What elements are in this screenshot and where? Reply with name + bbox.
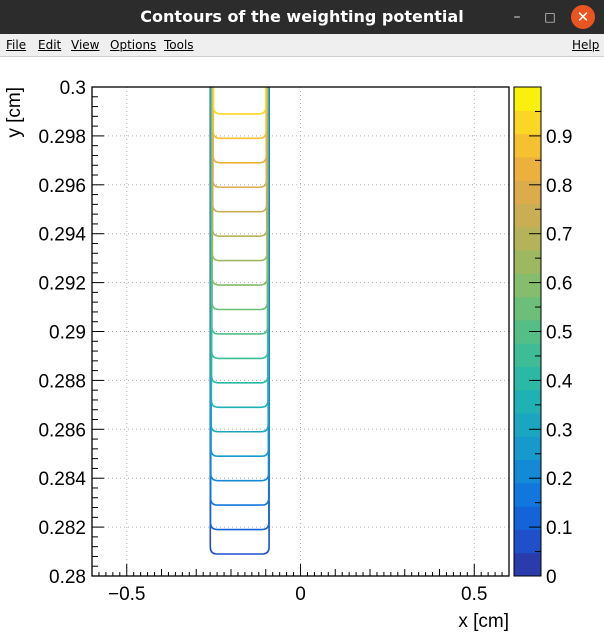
colorbar-tick-label: 0.4 xyxy=(546,371,573,392)
colorbar-band xyxy=(514,273,541,298)
colorbar-band xyxy=(514,250,541,274)
contour-line xyxy=(210,87,269,433)
y-axis-title: y [cm] xyxy=(4,87,25,138)
x-axis-title: x [cm] xyxy=(458,611,509,632)
colorbar-tick-label: 0.2 xyxy=(546,469,572,490)
contour-line xyxy=(211,87,269,335)
y-tick-label: 0.3 xyxy=(60,78,86,99)
contour-line xyxy=(210,87,269,409)
contour-line xyxy=(209,87,270,555)
contours xyxy=(209,87,270,555)
y-tick-label: 0.286 xyxy=(38,420,86,441)
colorbar-band xyxy=(514,226,541,251)
colorbar-tick-label: 0.6 xyxy=(546,274,572,295)
plot-canvas[interactable]: −0.5 0 0.5 0.280.2820.2840.2860.2880.290.2… xyxy=(0,57,604,635)
colorbar-band xyxy=(514,389,541,414)
contour-line xyxy=(210,87,269,360)
colorbar-tick-label: 0.8 xyxy=(546,176,572,197)
colorbar-band xyxy=(514,366,541,391)
contour-line xyxy=(209,87,270,531)
x-tick-label: −0.5 xyxy=(108,584,146,605)
window-title: Contours of the weighting potential xyxy=(140,7,464,26)
title-bar: Contours of the weighting potential – □ … xyxy=(0,0,604,34)
colorbar-tick-label: 0.7 xyxy=(546,225,572,246)
colorbar-band xyxy=(514,156,541,181)
minimize-button[interactable]: – xyxy=(513,9,521,25)
x-tick-label: 0 xyxy=(295,584,306,605)
menu-bar: File Edit View Options Tools Help xyxy=(0,34,604,57)
contour-line xyxy=(212,87,267,115)
colorbar-tick-label: 0 xyxy=(546,567,557,588)
colorbar-tick-label: 0.3 xyxy=(546,420,572,441)
y-tick-label: 0.298 xyxy=(38,127,86,148)
maximize-button[interactable]: □ xyxy=(544,10,556,24)
menu-file[interactable]: File xyxy=(6,38,27,52)
contour-line xyxy=(210,87,270,482)
colorbar-band xyxy=(514,319,541,344)
close-button[interactable]: ✕ xyxy=(571,5,595,29)
colorbar-band xyxy=(514,87,541,111)
y-tick-label: 0.29 xyxy=(49,323,86,344)
y-tick-label: 0.288 xyxy=(38,371,86,392)
contour-line xyxy=(211,87,268,237)
contour-line xyxy=(211,87,268,262)
colorbar-band xyxy=(514,203,541,228)
colorbar-band xyxy=(514,436,541,461)
contour-line xyxy=(210,87,270,457)
colorbar-band xyxy=(514,133,541,158)
contour-line xyxy=(210,87,269,384)
contour-line xyxy=(212,87,267,140)
y-tick-label: 0.282 xyxy=(38,518,86,539)
contour-line xyxy=(211,87,268,213)
colorbar-band xyxy=(514,506,541,530)
y-tick-label: 0.284 xyxy=(38,469,86,490)
menu-tools[interactable]: Tools xyxy=(164,38,194,52)
colorbar-band xyxy=(514,552,541,577)
contour-line xyxy=(209,87,270,506)
contour-line xyxy=(212,87,268,189)
menu-options[interactable]: Options xyxy=(110,38,157,52)
menu-view[interactable]: View xyxy=(71,38,100,52)
contour-line xyxy=(211,87,268,286)
colorbar-band xyxy=(514,459,541,484)
y-tick-label: 0.296 xyxy=(38,176,86,197)
y-tick-label: 0.294 xyxy=(38,225,86,246)
y-axis: 0.28 0.282 0.284 0.286 0.288 0.29 0.292 0.294 0.… xyxy=(38,78,104,588)
y-tick-label: 0.292 xyxy=(38,274,86,295)
colorbar-band xyxy=(514,413,541,437)
colorbar: 0 0.1 0.2 0.3 0.4 0.5 0.6 0.7 0.8 0.9 xyxy=(513,86,573,588)
colorbar-band xyxy=(514,529,541,554)
menu-edit[interactable]: Edit xyxy=(38,38,62,52)
contour-line xyxy=(212,87,268,164)
contour-line xyxy=(211,87,269,311)
colorbar-band xyxy=(514,296,541,321)
x-tick-label: 0.5 xyxy=(461,584,487,605)
y-tick-label: 0.28 xyxy=(49,567,86,588)
menu-help[interactable]: Help xyxy=(572,38,600,52)
colorbar-band xyxy=(514,482,541,507)
colorbar-tick-label: 0.9 xyxy=(546,127,572,148)
colorbar-tick-label: 0.5 xyxy=(546,323,572,344)
colorbar-band xyxy=(514,343,541,367)
colorbar-band xyxy=(514,180,541,204)
colorbar-band xyxy=(514,110,541,135)
colorbar-tick-label: 0.1 xyxy=(546,518,572,539)
x-axis: −0.5 0 0.5 xyxy=(91,564,510,605)
